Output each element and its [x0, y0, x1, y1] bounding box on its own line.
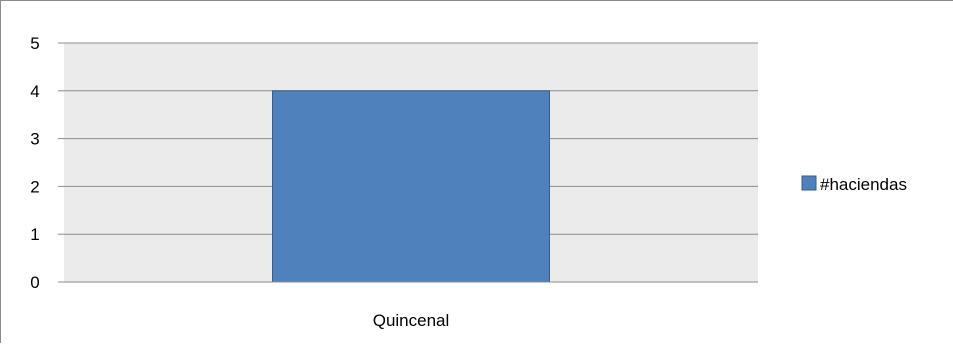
y-tick-label: 3 [30, 130, 39, 149]
y-tick-label: 4 [30, 82, 39, 101]
x-axis-labels: Quincenal [373, 311, 450, 330]
legend-swatch [801, 175, 817, 191]
bar [272, 90, 550, 283]
bars [272, 90, 550, 283]
y-tick-label: 0 [30, 273, 39, 292]
y-tick-label: 5 [30, 34, 39, 53]
y-axis-ticks: 0 1 2 3 4 5 [30, 34, 64, 292]
legend: #haciendas [801, 175, 907, 194]
y-tick-label: 2 [30, 177, 39, 196]
x-category-label: Quincenal [373, 311, 450, 330]
legend-label: #haciendas [820, 175, 907, 194]
y-tick-label: 1 [30, 225, 39, 244]
